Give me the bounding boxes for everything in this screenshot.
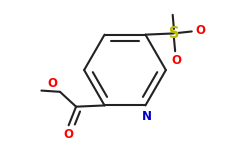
Text: S: S (169, 26, 179, 41)
Text: O: O (48, 77, 58, 90)
Text: O: O (64, 128, 74, 141)
Text: N: N (142, 110, 152, 123)
Text: O: O (195, 24, 205, 38)
Text: O: O (172, 54, 181, 67)
